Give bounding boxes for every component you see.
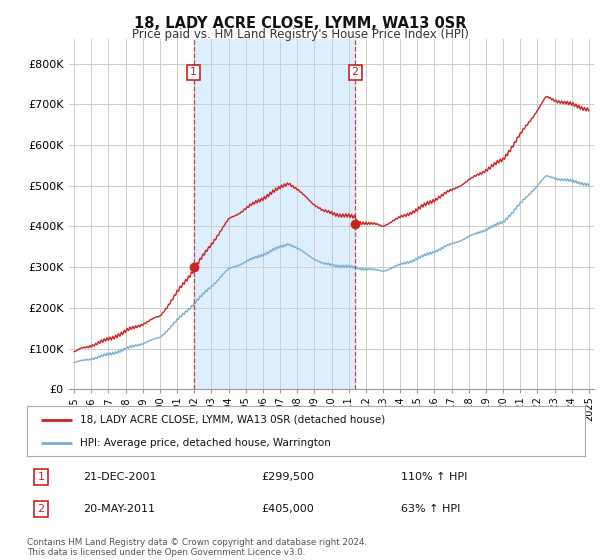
Text: 20-MAY-2011: 20-MAY-2011 [83, 504, 155, 514]
Text: 2: 2 [352, 67, 359, 77]
Text: HPI: Average price, detached house, Warrington: HPI: Average price, detached house, Warr… [80, 438, 331, 448]
Text: 2: 2 [37, 504, 44, 514]
Text: £299,500: £299,500 [262, 472, 314, 482]
Text: £405,000: £405,000 [262, 504, 314, 514]
Text: Contains HM Land Registry data © Crown copyright and database right 2024.
This d: Contains HM Land Registry data © Crown c… [27, 538, 367, 557]
Text: 110% ↑ HPI: 110% ↑ HPI [401, 472, 467, 482]
Text: 18, LADY ACRE CLOSE, LYMM, WA13 0SR: 18, LADY ACRE CLOSE, LYMM, WA13 0SR [134, 16, 466, 31]
Bar [194, 39, 355, 389]
Text: 21-DEC-2001: 21-DEC-2001 [83, 472, 156, 482]
Text: 1: 1 [190, 67, 197, 77]
Text: 18, LADY ACRE CLOSE, LYMM, WA13 0SR (detached house): 18, LADY ACRE CLOSE, LYMM, WA13 0SR (det… [80, 414, 385, 424]
Text: Price paid vs. HM Land Registry's House Price Index (HPI): Price paid vs. HM Land Registry's House … [131, 28, 469, 41]
Text: 63% ↑ HPI: 63% ↑ HPI [401, 504, 460, 514]
Text: 1: 1 [37, 472, 44, 482]
